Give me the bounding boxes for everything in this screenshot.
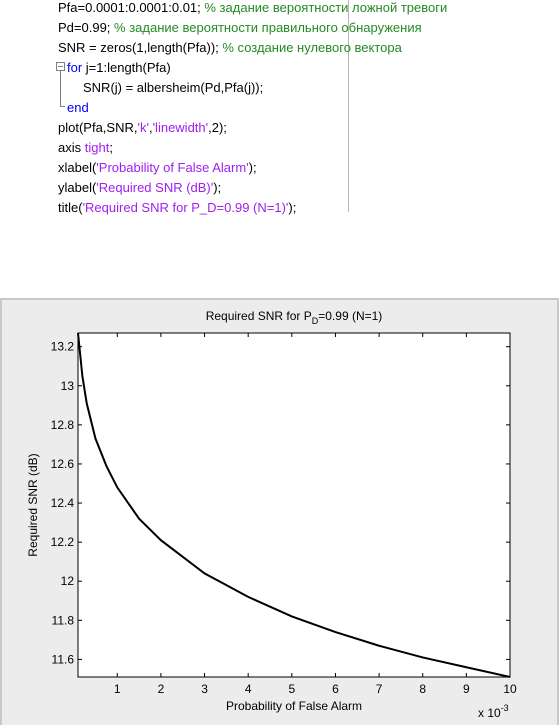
title-part: Required SNR for P — [206, 309, 312, 323]
y-tick-label: 13 — [61, 379, 75, 393]
code-line: SNR(j) = albersheim(Pd,Pfa(j)); — [83, 80, 263, 96]
y-tick-label: 12.2 — [51, 535, 75, 549]
y-axis-label: Required SNR (dB) — [26, 453, 40, 556]
y-tick-label: 13.2 — [51, 340, 75, 354]
code-token: ylabel( — [58, 180, 97, 195]
y-tick-label: 12.8 — [51, 418, 75, 432]
code-token: ; — [109, 140, 113, 155]
x-tick-label: 8 — [419, 682, 426, 696]
code-token: % задание вероятности ложной тревоги — [204, 0, 448, 15]
code-token: 'Required SNR (dB)' — [96, 180, 214, 195]
title-part: =0.99 (N=1) — [318, 309, 382, 323]
code-token: ,2); — [208, 120, 227, 135]
x-multiplier: x 10-3 — [478, 703, 509, 720]
code-token: ); — [213, 180, 222, 195]
x-tick-label: 4 — [245, 682, 252, 696]
code-line: ylabel('Required SNR (dB)'); — [58, 180, 221, 196]
code-token: xlabel( — [58, 160, 97, 175]
code-token: tight — [84, 140, 110, 155]
code-line: axis tight; — [58, 140, 113, 156]
title-subscript: D — [312, 316, 319, 326]
chart-title: Required SNR for PD=0.99 (N=1) — [206, 309, 383, 326]
editor-margin — [348, 0, 349, 212]
code-token: ); — [248, 160, 257, 175]
code-token: % задание вероятности правильного обнару… — [114, 20, 422, 35]
x-tick-label: 7 — [376, 682, 383, 696]
x-tick-label: 1 — [114, 682, 121, 696]
code-token: title( — [58, 200, 83, 215]
code-token: 'k' — [137, 120, 149, 135]
code-line: Pfa=0.0001:0.0001:0.01; % задание вероят… — [58, 0, 447, 16]
code-line: Pd=0.99; % задание вероятности правильно… — [58, 20, 422, 36]
x-axis-label: Probability of False Alarm — [226, 699, 362, 713]
code-token: Pfa=0.0001:0.0001:0.01; — [58, 0, 205, 15]
fold-markers — [56, 62, 65, 107]
code-token: axis — [58, 140, 85, 155]
code-token: ); — [288, 200, 297, 215]
fold-line — [60, 71, 65, 107]
y-tick-label: 11.8 — [52, 613, 75, 627]
code-token: end — [67, 100, 89, 115]
code-editor: Pfa=0.0001:0.0001:0.01; % задание вероят… — [0, 0, 559, 220]
data-line — [77, 332, 511, 678]
x-tick-label: 10 — [503, 682, 517, 696]
code-token: 'linewidth' — [152, 120, 209, 135]
code-token: j=1:length(Pfa) — [82, 60, 171, 75]
x-tick-label: 6 — [332, 682, 339, 696]
x-tick-label: 5 — [288, 682, 295, 696]
multiplier-base: x 10 — [478, 706, 501, 720]
x-tick-label: 3 — [201, 682, 208, 696]
code-token: for — [67, 60, 83, 75]
y-tick-label: 12.4 — [51, 496, 75, 510]
axes — [77, 332, 511, 678]
code-token: 'Probability of False Alarm' — [96, 160, 249, 175]
code-token: Pd=0.99; — [58, 20, 115, 35]
code-line: title('Required SNR for P_D=0.99 (N=1)')… — [58, 200, 296, 216]
code-token: SNR = zeros(1,length(Pfa)); — [58, 40, 223, 55]
code-token: , — [148, 120, 153, 135]
x-tick-label: 2 — [158, 682, 165, 696]
code-line: plot(Pfa,SNR,'k','linewidth',2); — [58, 120, 227, 136]
code-line: for j=1:length(Pfa) — [67, 60, 171, 76]
y-tick-label: 12 — [61, 574, 75, 588]
code-line: SNR = zeros(1,length(Pfa)); % создание н… — [58, 40, 402, 56]
code-token: % создание нулевого вектора — [222, 40, 402, 55]
y-tick-label: 11.6 — [52, 652, 75, 666]
multiplier-exponent: -3 — [501, 703, 509, 713]
y-tick-label: 12.6 — [51, 457, 75, 471]
figure: Required SNR for PD=0.99 (N=1)1 2 3 4 5 6 7 8 9 1… — [0, 298, 559, 725]
code-token: plot(Pfa,SNR, — [58, 120, 138, 135]
code-token: 'Required SNR for P_D=0.99 (N=1)' — [82, 200, 289, 215]
x-tick-label: 9 — [463, 682, 470, 696]
code-line: xlabel('Probability of False Alarm'); — [58, 160, 257, 176]
code-token: SNR(j) = albersheim(Pd,Pfa(j)); — [83, 80, 264, 95]
code-line: end — [67, 100, 89, 116]
